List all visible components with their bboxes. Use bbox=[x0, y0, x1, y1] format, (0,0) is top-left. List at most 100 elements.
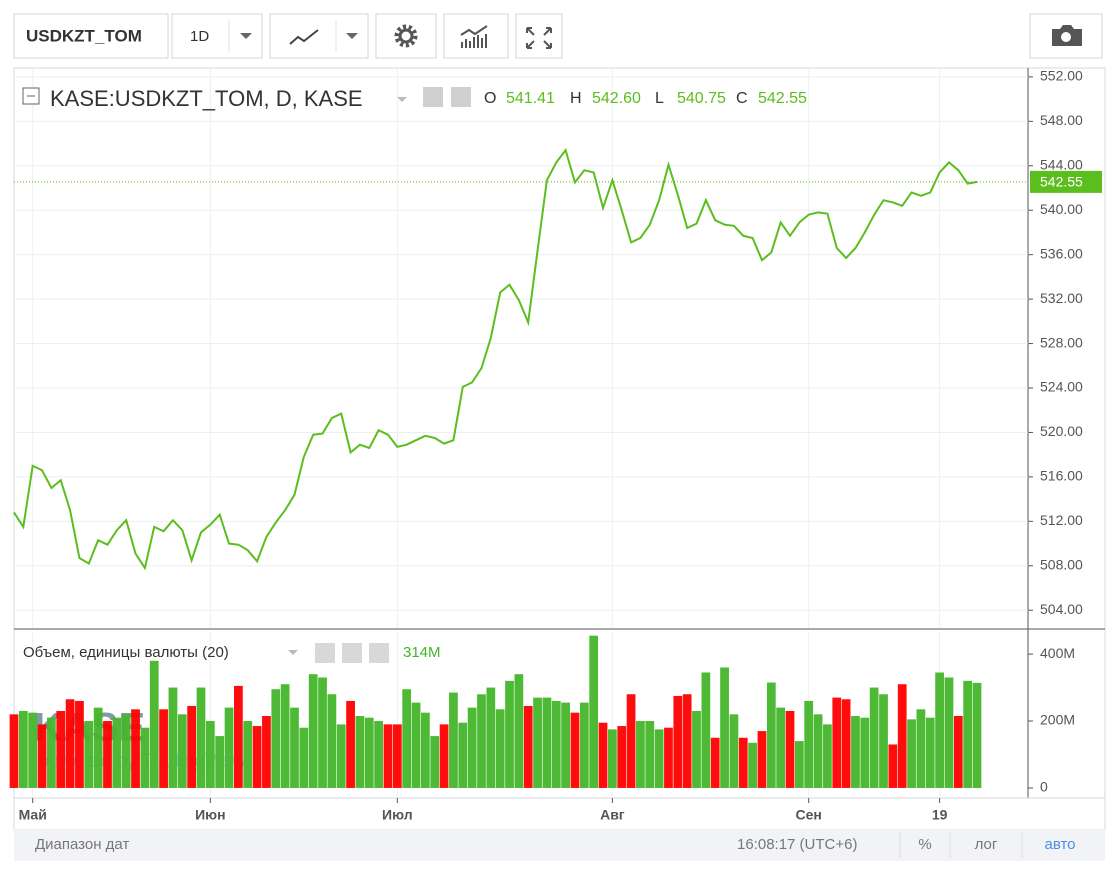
volume-bar bbox=[860, 717, 870, 788]
volume-bar bbox=[318, 677, 327, 788]
dropdown-arrow[interactable] bbox=[346, 33, 358, 39]
volume-bar bbox=[65, 699, 75, 788]
indicators-icon[interactable] bbox=[460, 25, 488, 48]
volume-bar bbox=[215, 736, 225, 788]
chart-title: KASE:USDKZT_TOM, D, KASE bbox=[50, 86, 363, 111]
volume-bar bbox=[262, 716, 271, 788]
dropdown-arrow[interactable] bbox=[240, 33, 252, 39]
settings-button[interactable] bbox=[451, 87, 471, 107]
volume-current: 314M bbox=[403, 644, 441, 661]
volume-bar bbox=[327, 694, 337, 788]
volume-bar bbox=[121, 714, 131, 788]
line-icon[interactable] bbox=[289, 29, 319, 45]
x-tick-label: 19 bbox=[932, 807, 948, 823]
y-tick-label: 200M bbox=[1040, 712, 1075, 728]
remove-button[interactable] bbox=[369, 643, 389, 663]
camera-icon[interactable] bbox=[1061, 32, 1071, 42]
visibility-button[interactable] bbox=[423, 87, 443, 107]
volume-bar bbox=[944, 677, 954, 788]
y-tick-label: 528.00 bbox=[1040, 334, 1083, 350]
dropdown-arrow[interactable] bbox=[397, 97, 407, 102]
log-toggle[interactable]: лог bbox=[975, 836, 998, 853]
ohlc-legend: O 541.41 H 542.60 L 540.75 C 542.55 bbox=[484, 90, 807, 107]
volume-bar bbox=[47, 717, 56, 788]
interval[interactable]: 1D bbox=[190, 28, 209, 45]
volume-bar bbox=[234, 685, 243, 788]
volume-bar bbox=[607, 729, 617, 788]
volume-bar bbox=[308, 674, 318, 788]
volume-bar bbox=[449, 692, 458, 788]
indicators-box[interactable] bbox=[443, 13, 509, 59]
volume-bar bbox=[542, 697, 552, 788]
volume-bar bbox=[37, 724, 47, 788]
y-tick-label: 544.00 bbox=[1040, 156, 1083, 172]
volume-bar bbox=[879, 694, 888, 788]
volume-bar bbox=[738, 737, 748, 788]
ohlc-name: C bbox=[736, 90, 748, 107]
volume-bar bbox=[28, 712, 38, 788]
volume-bar bbox=[720, 667, 729, 788]
volume-bar bbox=[785, 710, 795, 788]
volume-bar bbox=[18, 710, 28, 788]
fullscreen-icon[interactable] bbox=[526, 27, 552, 49]
gear-icon[interactable] bbox=[394, 24, 418, 48]
volume-bar bbox=[177, 714, 187, 788]
y-tick-label: 540.00 bbox=[1040, 201, 1083, 217]
y-tick-label: 508.00 bbox=[1040, 556, 1083, 572]
volume-bar bbox=[523, 705, 533, 788]
date-range[interactable]: Диапазон дат bbox=[35, 836, 129, 853]
x-tick-label: Сен bbox=[796, 807, 822, 823]
fullscreen-box[interactable] bbox=[515, 13, 563, 59]
ohlc-name: O bbox=[484, 90, 496, 107]
x-tick-label: Июн bbox=[195, 807, 225, 823]
volume-bar bbox=[570, 712, 580, 788]
volume-bar bbox=[336, 724, 346, 788]
volume-bar bbox=[682, 694, 692, 788]
volume-bar bbox=[673, 695, 683, 788]
auto-toggle[interactable]: авто bbox=[1044, 836, 1075, 853]
volume-bar bbox=[851, 716, 860, 788]
ohlc-name: L bbox=[655, 90, 664, 107]
volume-bar bbox=[196, 687, 206, 788]
y-tick-label: 512.00 bbox=[1040, 512, 1083, 528]
volume-bar bbox=[205, 721, 215, 788]
ohlc-value: 541.41 bbox=[506, 90, 555, 107]
percent-toggle[interactable]: % bbox=[918, 836, 931, 853]
y-tick-label: 520.00 bbox=[1040, 423, 1083, 439]
volume-bar bbox=[421, 712, 430, 788]
settings-button[interactable] bbox=[342, 643, 362, 663]
volume-bar bbox=[636, 721, 645, 788]
volume-bar bbox=[392, 724, 402, 788]
volume-bar bbox=[103, 721, 112, 788]
volume-bar bbox=[402, 689, 412, 788]
last-price-badge bbox=[1030, 170, 1102, 193]
volume-bar bbox=[290, 707, 299, 788]
volume-bar bbox=[533, 697, 542, 788]
volume-bar bbox=[907, 719, 916, 788]
volume-bar bbox=[589, 635, 599, 788]
volume-bar bbox=[355, 716, 365, 788]
symbol-box[interactable] bbox=[13, 13, 169, 59]
settings-box[interactable] bbox=[375, 13, 437, 59]
y-tick-label: 552.00 bbox=[1040, 68, 1083, 84]
visibility-button[interactable] bbox=[315, 643, 335, 663]
volume-bar bbox=[766, 682, 776, 788]
volume-bar bbox=[757, 731, 767, 788]
gear-icon[interactable] bbox=[398, 28, 414, 44]
volume-bar bbox=[159, 709, 168, 788]
x-tick-label: Июл bbox=[382, 807, 413, 823]
dropdown-arrow[interactable] bbox=[288, 650, 298, 655]
y-tick-label: 400M bbox=[1040, 645, 1075, 661]
volume-bar bbox=[93, 707, 103, 788]
volume-bar bbox=[598, 722, 608, 788]
volume-bar bbox=[626, 694, 636, 788]
volume-bar bbox=[823, 724, 832, 788]
volume-bar bbox=[140, 727, 150, 788]
x-tick-label: Авг bbox=[600, 807, 625, 823]
volume-bar bbox=[776, 707, 786, 788]
y-tick-label: 504.00 bbox=[1040, 601, 1083, 617]
symbol[interactable]: USDKZT_TOM bbox=[26, 26, 142, 45]
volume-bar bbox=[935, 672, 944, 788]
volume-bar bbox=[729, 714, 739, 788]
volume-bar bbox=[374, 721, 384, 788]
